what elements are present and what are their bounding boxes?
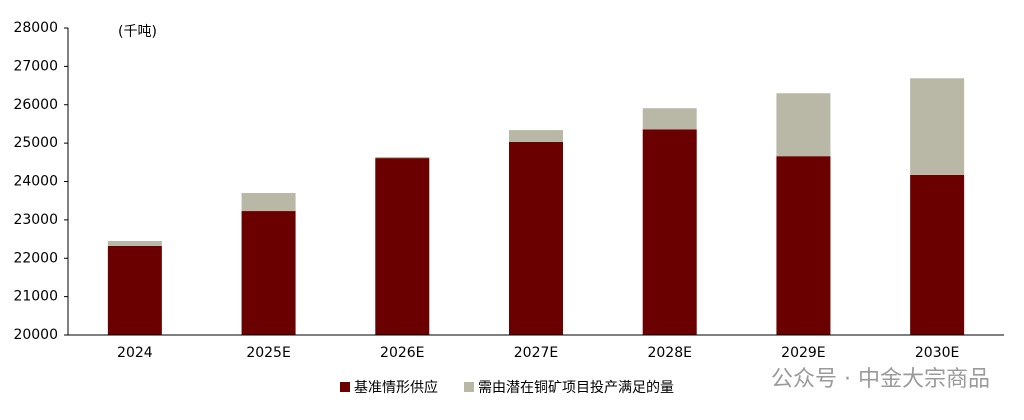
y-tick-label: 27000 <box>13 58 58 74</box>
x-tick-label: 2026E <box>380 345 424 361</box>
x-tick-label: 2028E <box>647 345 691 361</box>
y-tick-label: 22000 <box>13 250 58 266</box>
x-tick-label: 2030E <box>915 345 959 361</box>
y-tick-label: 25000 <box>13 135 58 151</box>
bar-segment <box>642 108 697 130</box>
legend-label: 需由潜在铜矿项目投产满足的量 <box>478 380 674 396</box>
y-tick-label: 28000 <box>13 20 58 36</box>
bar-segment <box>509 141 563 335</box>
bar-segment <box>509 130 563 142</box>
bar-segment <box>375 158 430 335</box>
x-tick-label: 2024 <box>117 345 153 361</box>
bar-segment <box>241 193 296 212</box>
bar-segment <box>241 211 296 335</box>
legend-swatch <box>464 382 474 392</box>
x-tick-label: 2029E <box>781 345 825 361</box>
y-tick-label: 24000 <box>13 174 58 190</box>
y-tick-label: 20000 <box>13 327 58 343</box>
bar-segment <box>910 78 965 175</box>
watermark: 公众号 · 中金大宗商品 <box>771 367 990 392</box>
x-tick-label: 2027E <box>514 345 558 361</box>
unit-label: (千吨) <box>118 24 157 40</box>
bar-segment <box>910 174 965 335</box>
bar-segment <box>107 245 162 335</box>
bar-segment <box>642 129 697 335</box>
bar-segment <box>776 156 831 335</box>
bar-segment <box>107 240 162 246</box>
legend-label: 基准情形供应 <box>354 379 438 396</box>
bar-segment <box>776 93 831 157</box>
y-tick-label: 21000 <box>13 289 58 305</box>
legend-swatch <box>340 382 350 392</box>
x-tick-label: 2025E <box>246 345 290 361</box>
bar-segment <box>375 156 430 159</box>
y-tick-label: 23000 <box>13 212 58 228</box>
y-tick-label: 26000 <box>13 97 58 113</box>
